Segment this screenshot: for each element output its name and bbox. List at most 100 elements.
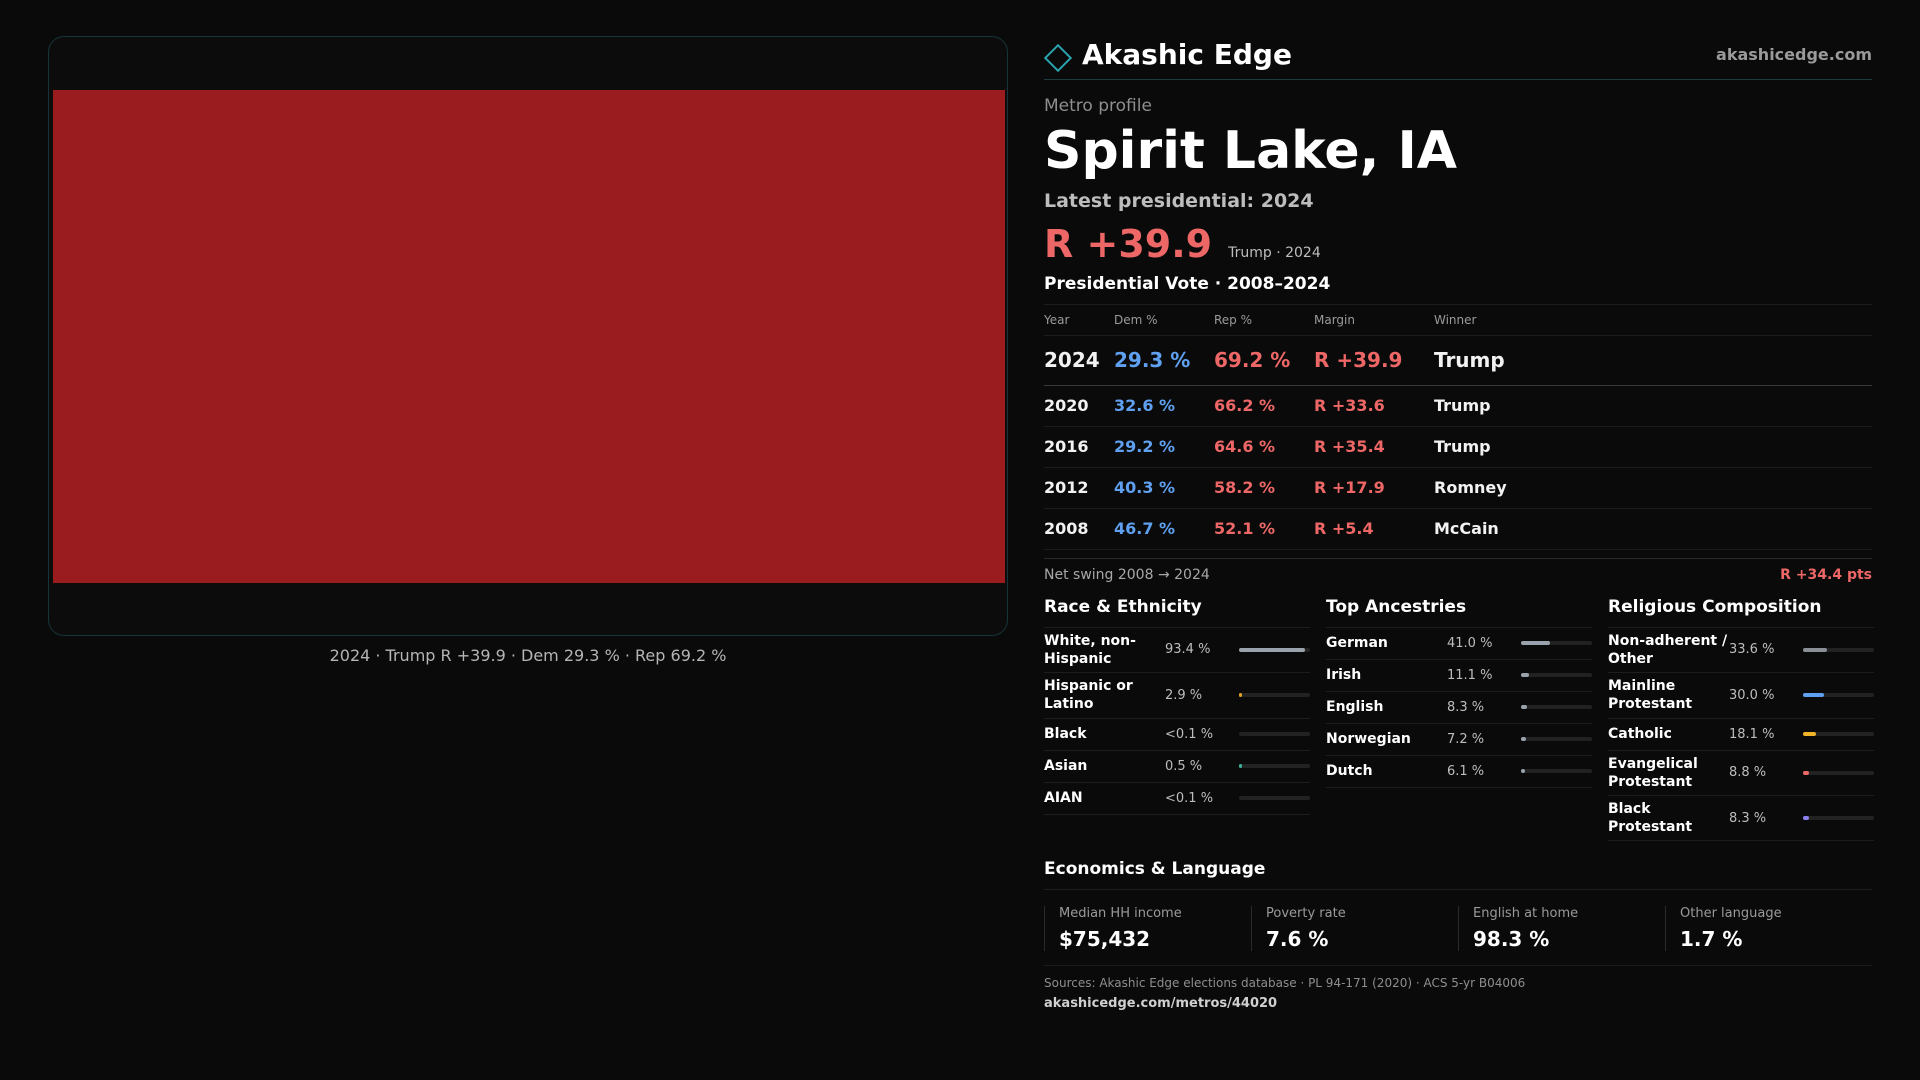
headline-margin: R +39.9 Trump · 2024	[1044, 222, 1872, 266]
share-bar	[1239, 764, 1310, 769]
margin-cell: R +17.9	[1314, 478, 1385, 498]
item-value: <0.1 %	[1165, 726, 1214, 742]
item-label: Catholic	[1608, 725, 1672, 742]
year-cell: 2016	[1044, 437, 1089, 457]
share-bar-fill	[1803, 732, 1816, 737]
list-item: Mainline Protestant 30.0 %	[1608, 673, 1874, 719]
header-year: Year	[1044, 312, 1070, 327]
metro-map-area[interactable]	[53, 90, 1005, 583]
table-row[interactable]: 2008 46.7 % 52.1 % R +5.4 McCain	[1044, 509, 1872, 550]
share-bar	[1521, 737, 1592, 742]
brand-header: Akashic Edge akashicedge.com	[1043, 30, 1872, 80]
year-cell: 2008	[1044, 519, 1089, 539]
item-label: AIAN	[1044, 789, 1083, 806]
share-bar	[1239, 647, 1310, 652]
item-value: 8.3 %	[1447, 699, 1485, 715]
map-caption: 2024 · Trump R +39.9 · Dem 29.3 % · Rep …	[329, 646, 727, 665]
net-swing-value: R +34.4 pts	[1780, 566, 1872, 583]
item-value: 33.6 %	[1729, 642, 1775, 658]
share-bar	[1239, 796, 1310, 801]
winner-cell: Romney	[1434, 478, 1507, 498]
margin-cell: R +35.4	[1314, 437, 1385, 457]
item-label: Norwegian	[1326, 731, 1411, 748]
stat-other-language: Other language 1.7 %	[1665, 906, 1872, 952]
table-row[interactable]: 2024 29.3 % 69.2 % R +39.9 Trump	[1044, 336, 1872, 386]
year-cell: 2020	[1044, 396, 1089, 416]
item-label: Asian	[1044, 757, 1088, 774]
rep-cell: 69.2 %	[1214, 348, 1291, 373]
item-value: 7.2 %	[1447, 731, 1485, 747]
stat-value: 98.3 %	[1473, 927, 1550, 952]
diamond-icon	[1043, 43, 1073, 72]
share-bar	[1803, 770, 1874, 775]
dem-cell: 46.7 %	[1114, 519, 1176, 539]
stat-value: 1.7 %	[1680, 927, 1743, 952]
item-label: Irish	[1326, 667, 1362, 684]
demographics-columns: Race & Ethnicity White, non-Hispanic 93.4…	[1044, 597, 1874, 842]
table-row[interactable]: 2020 32.6 % 66.2 % R +33.6 Trump	[1044, 386, 1872, 427]
race-title: Race & Ethnicity	[1044, 597, 1310, 628]
stat-english-at-home: English at home 98.3 %	[1458, 906, 1665, 952]
item-value: 8.8 %	[1729, 765, 1767, 781]
share-bar	[1803, 816, 1874, 821]
rep-cell: 52.1 %	[1214, 519, 1276, 539]
list-item: Black Protestant 8.3 %	[1608, 796, 1874, 842]
item-label: Evangelical Protestant	[1608, 755, 1698, 790]
big-margin-sub: Trump · 2024	[1228, 244, 1321, 261]
rep-cell: 64.6 %	[1214, 437, 1276, 457]
header-winner: Winner	[1434, 312, 1477, 327]
econ-stats: Median HH income $75,432 Poverty rate 7.…	[1044, 906, 1872, 967]
list-item: Non-adherent / Other 33.6 %	[1608, 628, 1874, 674]
site-link[interactable]: akashicedge.com	[1716, 45, 1872, 64]
list-item: Hispanic or Latino 2.9 %	[1044, 673, 1310, 719]
share-bar-fill	[1803, 770, 1810, 775]
stat-label: Poverty rate	[1266, 906, 1346, 922]
item-value: 8.3 %	[1729, 810, 1767, 826]
list-item: Catholic 18.1 %	[1608, 719, 1874, 751]
list-item: Evangelical Protestant 8.8 %	[1608, 751, 1874, 796]
table-row[interactable]: 2016 29.2 % 64.6 % R +35.4 Trump	[1044, 427, 1872, 468]
share-bar	[1803, 647, 1874, 652]
item-label: English	[1326, 699, 1384, 716]
share-bar	[1239, 732, 1310, 737]
header-margin: Margin	[1314, 312, 1355, 327]
header-dem: Dem %	[1114, 312, 1158, 327]
item-label: Mainline Protestant	[1608, 678, 1693, 713]
list-item: AIAN <0.1 %	[1044, 783, 1310, 815]
year-cell: 2024	[1044, 348, 1100, 373]
item-label: Black Protestant	[1608, 800, 1693, 836]
source-link[interactable]: akashicedge.com/metros/44020	[1044, 996, 1278, 1012]
item-value: 6.1 %	[1447, 763, 1485, 779]
winner-cell: Trump	[1434, 437, 1491, 457]
vote-table-header: Year Dem % Rep % Margin Winner	[1044, 305, 1872, 336]
stat-label: Median HH income	[1059, 906, 1182, 922]
net-swing: Net swing 2008 → 2024 R +34.4 pts	[1044, 557, 1872, 583]
item-value: 93.4 %	[1165, 642, 1211, 658]
item-label: Non-adherent / Other	[1608, 632, 1728, 667]
stat-label: English at home	[1473, 906, 1579, 922]
margin-cell: R +33.6	[1314, 396, 1385, 416]
list-item: Dutch 6.1 %	[1326, 756, 1592, 788]
list-item: Asian 0.5 %	[1044, 751, 1310, 783]
share-bar	[1239, 693, 1310, 698]
margin-cell: R +39.9	[1314, 348, 1403, 373]
profile-panel: Akashic Edge akashicedge.com Metro profi…	[1043, 30, 1874, 1012]
header-rep: Rep %	[1214, 312, 1253, 327]
map-panel[interactable]	[48, 36, 1008, 636]
item-label: Hispanic or Latino	[1044, 678, 1133, 713]
stat-label: Other language	[1680, 906, 1782, 922]
vote-section-title: Presidential Vote · 2008–2024	[1044, 274, 1872, 305]
stat-poverty-rate: Poverty rate 7.6 %	[1251, 906, 1458, 952]
big-margin-value: R +39.9	[1044, 221, 1213, 266]
list-item: German 41.0 %	[1326, 628, 1592, 660]
share-bar-fill	[1803, 647, 1827, 652]
share-bar-fill	[1239, 647, 1306, 652]
share-bar-fill	[1239, 764, 1242, 769]
econ-title: Economics & Language	[1044, 859, 1872, 891]
religion-title: Religious Composition	[1608, 597, 1874, 628]
share-bar	[1521, 769, 1592, 774]
table-row[interactable]: 2012 40.3 % 58.2 % R +17.9 Romney	[1044, 468, 1872, 509]
ancestry-title: Top Ancestries	[1326, 597, 1592, 628]
share-bar-fill	[1803, 693, 1825, 698]
brand[interactable]: Akashic Edge	[1043, 38, 1292, 72]
